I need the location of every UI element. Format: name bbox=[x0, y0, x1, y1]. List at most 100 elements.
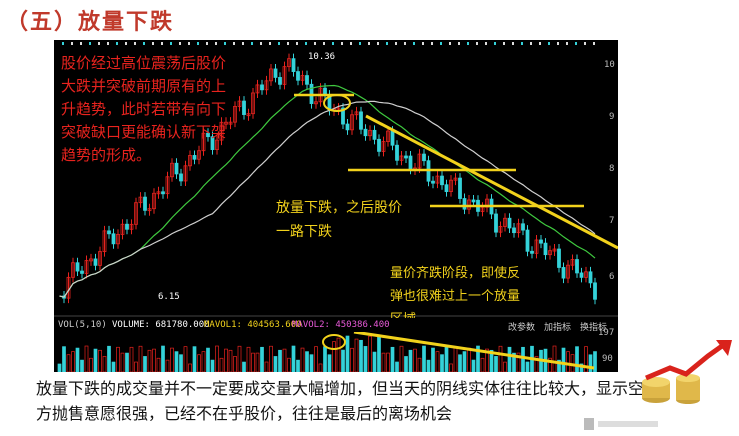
volume-bar bbox=[566, 351, 570, 372]
volume-bar bbox=[575, 346, 579, 372]
candle-body bbox=[156, 191, 161, 195]
top-tick bbox=[386, 42, 388, 45]
candle-body bbox=[359, 111, 363, 130]
candle-body bbox=[287, 58, 291, 68]
candle-body bbox=[404, 155, 408, 159]
candle-body bbox=[120, 223, 125, 235]
vol-indicator-label: VOL(5,10) bbox=[58, 320, 107, 330]
candle-body bbox=[449, 179, 453, 193]
volume-bar bbox=[359, 339, 363, 372]
volume-bar bbox=[498, 345, 503, 372]
top-tick bbox=[377, 42, 379, 45]
volume-bar bbox=[552, 345, 557, 372]
candle-body bbox=[566, 264, 570, 279]
top-tick bbox=[323, 42, 325, 45]
ma-white-line bbox=[59, 100, 596, 298]
edit-params-button[interactable]: 改参数 bbox=[508, 323, 536, 333]
candle-body bbox=[534, 239, 539, 254]
price-axis-9: 9 bbox=[609, 112, 615, 122]
candle-body bbox=[246, 113, 251, 117]
top-tick bbox=[170, 42, 172, 45]
candle-body bbox=[152, 192, 156, 210]
top-tick bbox=[467, 42, 469, 45]
volume-bar bbox=[305, 351, 309, 372]
stock-chart: 股价经过高位震荡后股价大跌并突破前期原有的上升趋势，此时若带有向下突破缺口更能确… bbox=[54, 40, 618, 372]
volume-bar bbox=[449, 363, 453, 372]
top-tick bbox=[197, 42, 199, 45]
candle-body bbox=[372, 129, 377, 140]
candle-body bbox=[543, 242, 548, 256]
volume-bar bbox=[251, 352, 255, 372]
candle-body bbox=[183, 165, 188, 182]
volume-bar bbox=[372, 351, 377, 372]
candle-body bbox=[278, 77, 282, 85]
candle-body bbox=[494, 213, 498, 233]
volume-bar bbox=[417, 357, 422, 372]
watermark-logo bbox=[584, 418, 658, 430]
candle-body bbox=[269, 68, 273, 82]
volume-bar bbox=[323, 346, 327, 372]
volume-bar bbox=[462, 351, 467, 372]
candle-body bbox=[143, 196, 147, 211]
volume-bar bbox=[327, 354, 332, 372]
candle-body bbox=[237, 100, 242, 107]
candle-body bbox=[467, 199, 471, 210]
candle-body bbox=[107, 230, 111, 235]
candle-body bbox=[296, 71, 300, 81]
candle-body bbox=[197, 150, 201, 160]
candle-body bbox=[206, 132, 210, 138]
volume-bar bbox=[300, 347, 305, 372]
volume-bar bbox=[197, 354, 201, 372]
add-indicator-button[interactable]: 加指标 bbox=[544, 323, 572, 333]
volume-bar bbox=[287, 357, 291, 372]
high-price-label: 10.36 bbox=[308, 52, 336, 62]
price-axis-7: 7 bbox=[609, 216, 615, 226]
volume-bar bbox=[431, 347, 435, 372]
candle-body bbox=[102, 230, 107, 252]
volume-bar bbox=[255, 352, 260, 372]
volume-bar bbox=[309, 354, 314, 372]
volume-bar bbox=[246, 346, 251, 372]
candlestick-chart-svg bbox=[54, 42, 618, 372]
volume-bar bbox=[426, 359, 431, 372]
candle-body bbox=[116, 233, 120, 245]
candle-body bbox=[80, 270, 84, 274]
volume-bar bbox=[228, 349, 233, 372]
volume-bar bbox=[62, 346, 66, 372]
volume-bar bbox=[260, 346, 264, 372]
candle-body bbox=[539, 239, 543, 244]
top-tick bbox=[305, 42, 307, 45]
candle-body bbox=[561, 267, 566, 279]
switch-indicator-button[interactable]: 换指标 bbox=[580, 323, 608, 333]
price-axis-8: 8 bbox=[609, 164, 615, 174]
volume-bar bbox=[170, 347, 174, 372]
volume-bar bbox=[80, 359, 84, 372]
candle-body bbox=[471, 199, 476, 203]
candle-body bbox=[125, 223, 129, 230]
rising-arrow-coins-icon bbox=[642, 340, 732, 404]
top-tick bbox=[413, 42, 415, 45]
volume-bar bbox=[494, 356, 498, 372]
candle-body bbox=[444, 184, 449, 193]
top-tick bbox=[224, 42, 226, 45]
candle-body bbox=[548, 250, 552, 256]
candle-body bbox=[462, 198, 467, 210]
volume-bar bbox=[98, 349, 102, 372]
top-tick bbox=[98, 42, 100, 45]
top-tick bbox=[395, 42, 397, 45]
volume-bar bbox=[201, 351, 206, 372]
candle-body bbox=[251, 92, 255, 115]
volume-axis-mid: 90 bbox=[602, 354, 613, 364]
volume-bar bbox=[224, 348, 228, 372]
volume-bar bbox=[467, 347, 471, 372]
volume-trendline bbox=[353, 330, 595, 370]
volume-bar bbox=[336, 337, 341, 372]
volume-bar bbox=[188, 363, 192, 372]
volume-bar bbox=[318, 363, 323, 372]
top-tick bbox=[548, 42, 550, 45]
candle-body bbox=[291, 58, 296, 72]
top-tick bbox=[512, 42, 514, 45]
top-tick bbox=[251, 42, 253, 45]
top-tick bbox=[242, 42, 244, 45]
volume-bar bbox=[129, 346, 134, 372]
